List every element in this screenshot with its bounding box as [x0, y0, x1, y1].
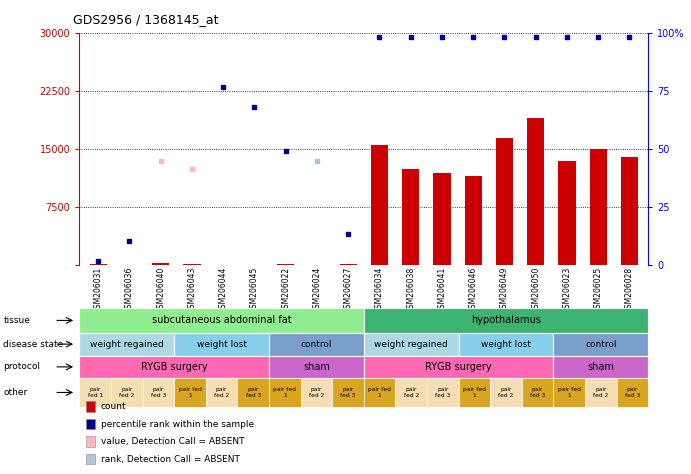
Text: disease state: disease state [3, 340, 64, 348]
Text: count: count [101, 402, 126, 411]
Bar [433, 173, 451, 265]
Text: pair
fed 3: pair fed 3 [625, 387, 640, 398]
Text: pair
fed 2: pair fed 2 [404, 387, 419, 398]
Bar [277, 264, 294, 265]
Text: pair
fed 2: pair fed 2 [309, 387, 324, 398]
Text: pair fed
1: pair fed 1 [463, 387, 486, 398]
Text: pair fed
1: pair fed 1 [178, 387, 202, 398]
Bar [464, 176, 482, 265]
Text: pair fed
1: pair fed 1 [368, 387, 391, 398]
Text: control: control [585, 340, 616, 348]
Bar [121, 264, 138, 265]
Bar [339, 264, 357, 265]
Text: pair
fed 3: pair fed 3 [530, 387, 545, 398]
Text: pair
fed 3: pair fed 3 [341, 387, 356, 398]
Bar [496, 138, 513, 265]
Bar [402, 169, 419, 265]
Text: tissue: tissue [3, 316, 30, 325]
Text: pair
fed 1: pair fed 1 [88, 387, 103, 398]
Bar [183, 264, 200, 265]
Bar [308, 264, 325, 265]
Bar [621, 157, 638, 265]
Text: pair fed
1: pair fed 1 [558, 387, 580, 398]
Text: pair
fed 3: pair fed 3 [435, 387, 451, 398]
Text: pair
fed 2: pair fed 2 [498, 387, 513, 398]
Bar [589, 149, 607, 265]
Text: pair
fed 2: pair fed 2 [214, 387, 229, 398]
Text: value, Detection Call = ABSENT: value, Detection Call = ABSENT [101, 437, 245, 446]
Text: control: control [301, 340, 332, 348]
Text: sham: sham [303, 362, 330, 372]
Text: RYGB surgery: RYGB surgery [141, 362, 207, 372]
Text: weight lost: weight lost [481, 340, 531, 348]
Text: weight regained: weight regained [375, 340, 448, 348]
Text: weight lost: weight lost [197, 340, 247, 348]
Bar [371, 146, 388, 265]
Text: pair fed
1: pair fed 1 [274, 387, 296, 398]
Text: pair
fed 3: pair fed 3 [245, 387, 261, 398]
Text: pair
fed 3: pair fed 3 [151, 387, 166, 398]
Text: weight regained: weight regained [90, 340, 164, 348]
Bar [527, 118, 545, 265]
Text: sham: sham [587, 362, 614, 372]
Text: percentile rank within the sample: percentile rank within the sample [101, 419, 254, 428]
Text: pair
fed 2: pair fed 2 [120, 387, 135, 398]
Text: pair
fed 2: pair fed 2 [593, 387, 608, 398]
Text: subcutaneous abdominal fat: subcutaneous abdominal fat [152, 315, 292, 326]
Bar [152, 263, 169, 265]
Text: hypothalamus: hypothalamus [471, 315, 541, 326]
Text: GDS2956 / 1368145_at: GDS2956 / 1368145_at [73, 13, 218, 26]
Text: rank, Detection Call = ABSENT: rank, Detection Call = ABSENT [101, 455, 240, 464]
Bar [558, 161, 576, 265]
Text: protocol: protocol [3, 363, 41, 371]
Bar [215, 264, 231, 265]
Text: RYGB surgery: RYGB surgery [425, 362, 492, 372]
Bar [90, 264, 107, 265]
Text: other: other [3, 388, 28, 397]
